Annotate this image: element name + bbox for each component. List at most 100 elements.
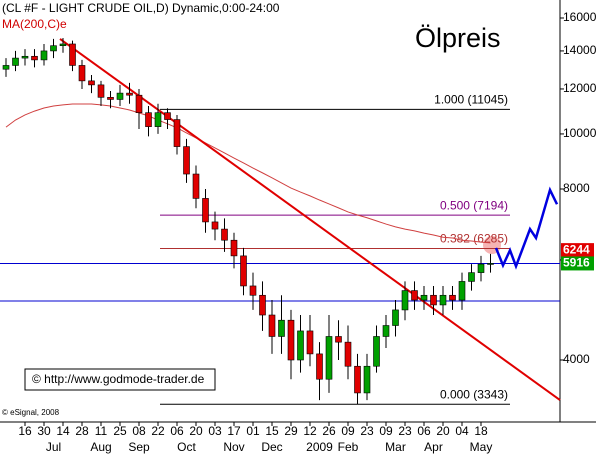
source: © eSignal, 2008 (2, 408, 60, 417)
candle-body (145, 112, 152, 127)
month-label: Apr (424, 440, 443, 454)
candle-body (59, 43, 67, 46)
x-tick-label: 23 (360, 424, 374, 438)
indicator-label: MA(200,C)e (2, 17, 67, 31)
candle-body (477, 263, 485, 273)
candle-body (278, 319, 285, 337)
month-label: Sep (128, 440, 150, 454)
x-tick-label: 17 (227, 424, 241, 438)
candle-body (240, 255, 247, 287)
candle-body (306, 330, 314, 355)
candle-body (97, 84, 105, 98)
candle-body (221, 228, 228, 241)
candle-body (78, 65, 86, 82)
x-tick-label: 09 (379, 424, 393, 438)
month-label: 2009 (306, 440, 333, 454)
month-label: Jul (46, 440, 61, 454)
candle-body (487, 263, 494, 265)
candle-body (211, 221, 219, 230)
candle-body (468, 272, 475, 282)
month-label: May (470, 440, 493, 454)
candle-body (126, 92, 133, 96)
y-tick-label: 14000 (563, 43, 596, 57)
month-label: Dec (261, 440, 282, 454)
x-tick-label: 22 (151, 424, 165, 438)
y-tick-label: 4000 (563, 352, 590, 366)
watermark-box (24, 368, 216, 391)
candle-body (202, 198, 209, 223)
x-tick-label: 26 (322, 424, 336, 438)
y-tick-label: 16000 (563, 10, 596, 24)
x-tick-label: 09 (341, 424, 355, 438)
candle-body (135, 94, 143, 113)
x-tick-label: 12 (303, 424, 317, 438)
candle-body (50, 45, 57, 52)
candle-body (344, 341, 352, 367)
candle-body (107, 97, 114, 100)
x-tick-label: 03 (208, 424, 222, 438)
x-tick-label: 01 (246, 424, 260, 438)
x-tick-label: 25 (113, 424, 127, 438)
candle-body (316, 353, 323, 380)
x-tick-label: 28 (75, 424, 89, 438)
month-label: Oct (177, 440, 196, 454)
fib-label: 0.500 (7194) (440, 198, 508, 212)
x-tick-label: 06 (170, 424, 184, 438)
candle-body (287, 319, 295, 361)
x-tick-label: 23 (398, 424, 412, 438)
watermark: © http://www.godmode-trader.de (32, 372, 205, 386)
candle-body (373, 336, 380, 367)
candle-body (430, 294, 437, 306)
candle-body (420, 294, 428, 301)
moving-average (5, 103, 491, 244)
candle-body (335, 336, 342, 343)
candle-body (458, 281, 466, 301)
candle-body (411, 290, 418, 301)
x-tick-label: 06 (417, 424, 431, 438)
headline: Ölpreis (415, 23, 501, 53)
candle-body (116, 92, 124, 100)
candle-body (21, 55, 29, 59)
fib-label: 0.000 (3343) (440, 387, 508, 401)
month-label: Feb (338, 440, 359, 454)
x-tick-label: 04 (455, 424, 469, 438)
month-label: Aug (90, 440, 111, 454)
fib-label: 0.382 (6285) (440, 232, 508, 246)
candle-body (183, 146, 190, 175)
chart-title: (CL #F - LIGHT CRUDE OIL,D) Dynamic,0:00… (2, 1, 280, 15)
candle-body (354, 365, 361, 394)
x-tick-label: 29 (284, 424, 298, 438)
candle-body (164, 112, 171, 120)
x-tick-label: 20 (189, 424, 203, 438)
price-tag-label: 6244 (563, 242, 590, 256)
candle-body (12, 57, 19, 66)
candle-body (154, 112, 162, 127)
candle-body (2, 65, 10, 70)
candle-body (230, 239, 238, 257)
candle-body (259, 294, 266, 316)
candle-body (382, 325, 390, 337)
candle-body (173, 119, 181, 147)
x-tick-label: 08 (132, 424, 146, 438)
price-tag (561, 243, 594, 258)
candle-body (31, 55, 38, 61)
candle-body (268, 314, 276, 337)
x-tick-label: 18 (474, 424, 488, 438)
candle-body (392, 309, 399, 326)
candle-body (449, 294, 456, 301)
month-label: Nov (223, 440, 244, 454)
price-tag (561, 256, 594, 271)
y-tick-label: 10000 (563, 126, 596, 140)
candle-body (363, 365, 371, 394)
candle-body (297, 330, 304, 361)
candle-body (401, 290, 409, 311)
candle-body (439, 294, 447, 306)
month-label: Mar (385, 440, 406, 454)
candle-body (40, 50, 48, 61)
x-tick-label: 30 (37, 424, 51, 438)
candle-body (325, 336, 333, 380)
trendline (59, 38, 561, 401)
fib-label: 1.000 (11045) (434, 93, 508, 107)
x-tick-label: 14 (56, 424, 70, 438)
